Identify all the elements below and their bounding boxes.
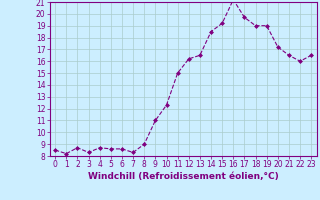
X-axis label: Windchill (Refroidissement éolien,°C): Windchill (Refroidissement éolien,°C) bbox=[88, 172, 279, 181]
